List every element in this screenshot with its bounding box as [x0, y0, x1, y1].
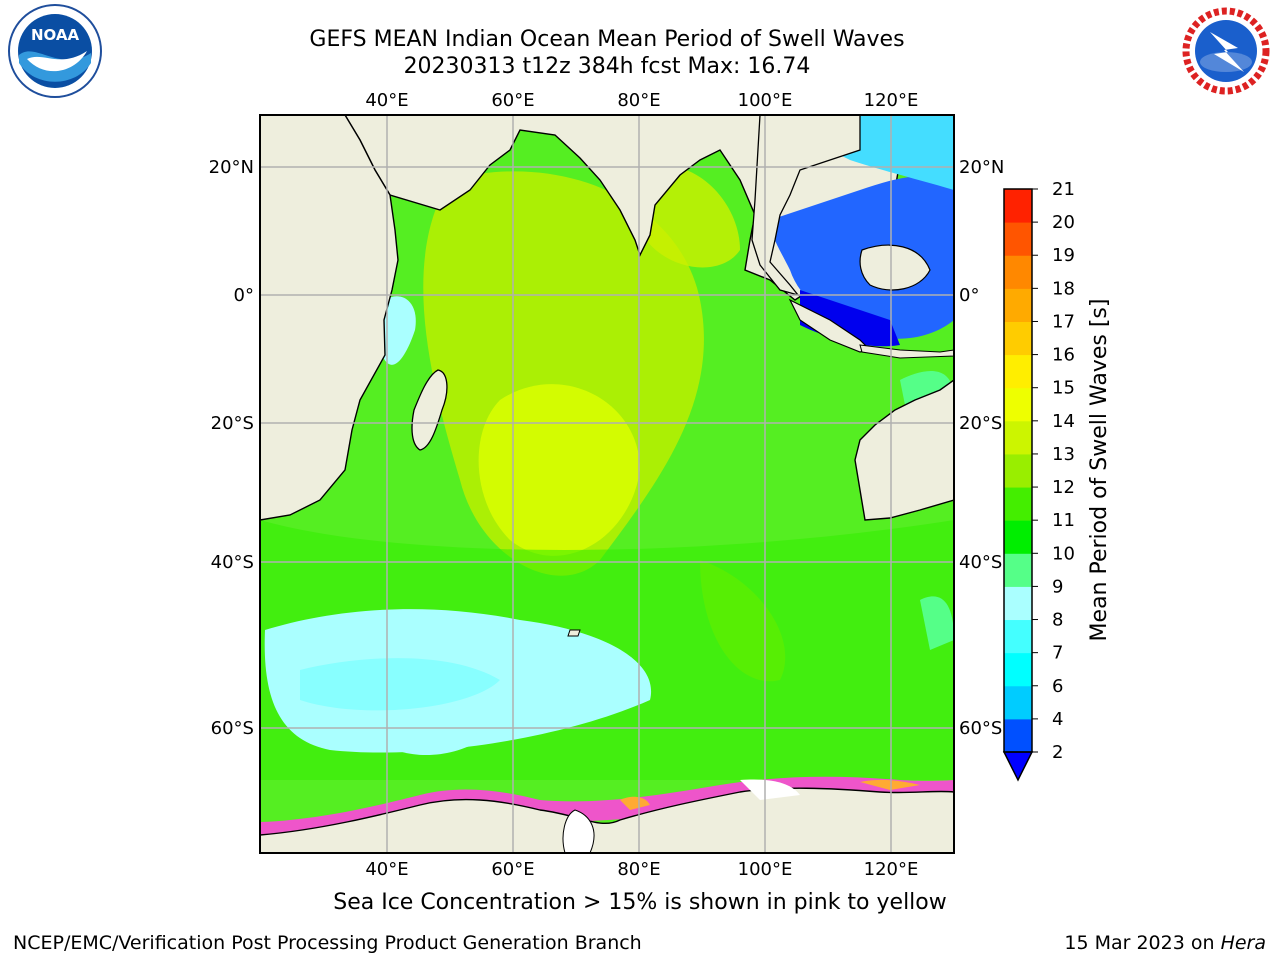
lon-label-bottom: 60°E: [491, 859, 534, 880]
land-africa: [260, 115, 399, 521]
colorbar-label: Mean Period of Swell Waves [s]: [1087, 299, 1112, 642]
colorbar-tick-label: 13: [1052, 444, 1075, 465]
colorbar-tick-label: 2: [1052, 742, 1063, 763]
colorbar-segment: [1004, 520, 1032, 554]
lat-label-right: 60°S: [959, 718, 1002, 739]
colorbar-segment: [1004, 387, 1032, 422]
lon-label-bottom: 40°E: [365, 859, 408, 880]
lat-label-right: 0°: [959, 285, 979, 306]
colorbar-segment: [1004, 288, 1032, 322]
colorbar-segment: [1004, 586, 1032, 621]
lon-label-top: 100°E: [738, 90, 793, 111]
colorbar-frame: [1003, 188, 1033, 753]
lon-label-bottom: 80°E: [617, 859, 660, 880]
colorbar-tick-label: 10: [1052, 543, 1075, 564]
land-borneo: [859, 244, 931, 291]
lon-label-top: 60°E: [491, 90, 534, 111]
lat-label-left: 60°S: [211, 718, 254, 739]
colorbar-tick-label: 14: [1052, 411, 1075, 432]
colorbar-segment: [1004, 321, 1032, 356]
footer-credit: NCEP/EMC/Verification Post Processing Pr…: [13, 932, 642, 954]
lat-label-right: 20°N: [959, 157, 1004, 178]
colorbar: 2 4 6 7 8 9 10 11 12 13 14 15 16 17 18 19 20 21: [1002, 179, 1075, 782]
lat-label-left: 40°S: [211, 552, 254, 573]
colorbar-tick-label: 17: [1052, 311, 1075, 332]
land-madagascar: [411, 369, 448, 451]
lat-label-left: 20°S: [211, 413, 254, 434]
nws-logo-icon: [1180, 5, 1272, 97]
graticule: [260, 115, 954, 853]
colorbar-segment: [1004, 255, 1032, 289]
lat-label-right: 20°S: [959, 413, 1002, 434]
colorbar-segment: [1004, 685, 1032, 720]
colorbar-tick-label: 16: [1052, 345, 1075, 366]
colorbar-segment: [1004, 222, 1032, 256]
colorbar-segment: [1004, 354, 1032, 389]
colorbar-tick-label: 18: [1052, 278, 1075, 299]
lon-label-top: 80°E: [617, 90, 660, 111]
colorbar-segment: [1004, 189, 1032, 223]
colorbar-tick-label: 4: [1052, 709, 1063, 730]
colorbar-tick-label: 15: [1052, 378, 1075, 399]
lat-label-right: 40°S: [959, 552, 1002, 573]
colorbar-tick-label: 9: [1052, 576, 1063, 597]
colorbar-tick-label: 21: [1052, 179, 1075, 200]
land-indochina: [751, 115, 861, 297]
lon-label-top: 120°E: [864, 90, 919, 111]
land-australia: [854, 379, 954, 521]
lat-label-left: 20°N: [209, 157, 254, 178]
lon-label-bottom: 100°E: [738, 859, 793, 880]
colorbar-segment: [1004, 718, 1032, 753]
colorbar-segment: [1004, 619, 1032, 654]
colorbar-segment: [1004, 420, 1032, 455]
colorbar-tick-label: 12: [1052, 477, 1075, 498]
noaa-logo-icon: NOAA: [8, 4, 102, 98]
land-antarctica: [260, 787, 954, 853]
colorbar-extend-arrow: [1002, 751, 1034, 782]
lat-label-left: 0°: [234, 285, 254, 306]
colorbar-tick-label: 19: [1052, 245, 1075, 266]
colorbar-tick-label: 20: [1052, 212, 1075, 233]
lon-label-bottom: 120°E: [864, 859, 919, 880]
colorbar-segment: [1004, 487, 1032, 521]
colorbar-tick-label: 7: [1052, 643, 1063, 664]
colorbar-tick-label: 8: [1052, 610, 1063, 631]
colorbar-segment: [1004, 453, 1032, 488]
chart-subtitle: 20230313 t12z 384h fcst Max: 16.74: [403, 54, 811, 79]
colorbar-segment: [1004, 553, 1032, 587]
lon-label-top: 40°E: [365, 90, 408, 111]
footer-host: Hera: [1220, 932, 1266, 954]
noaa-logo-text: NOAA: [31, 26, 80, 44]
footer-date: 15 Mar 2023 on Hera: [1064, 932, 1266, 954]
colorbar-tick-label: 6: [1052, 676, 1063, 697]
map-frame: [259, 114, 955, 854]
footer-date-text: 15 Mar 2023 on: [1064, 932, 1221, 954]
colorbar-tick-label: 11: [1052, 510, 1075, 531]
sea-ice-note: Sea Ice Concentration > 15% is shown in …: [333, 890, 947, 915]
chart-title: GEFS MEAN Indian Ocean Mean Period of Sw…: [309, 27, 905, 52]
colorbar-segment: [1004, 652, 1032, 687]
